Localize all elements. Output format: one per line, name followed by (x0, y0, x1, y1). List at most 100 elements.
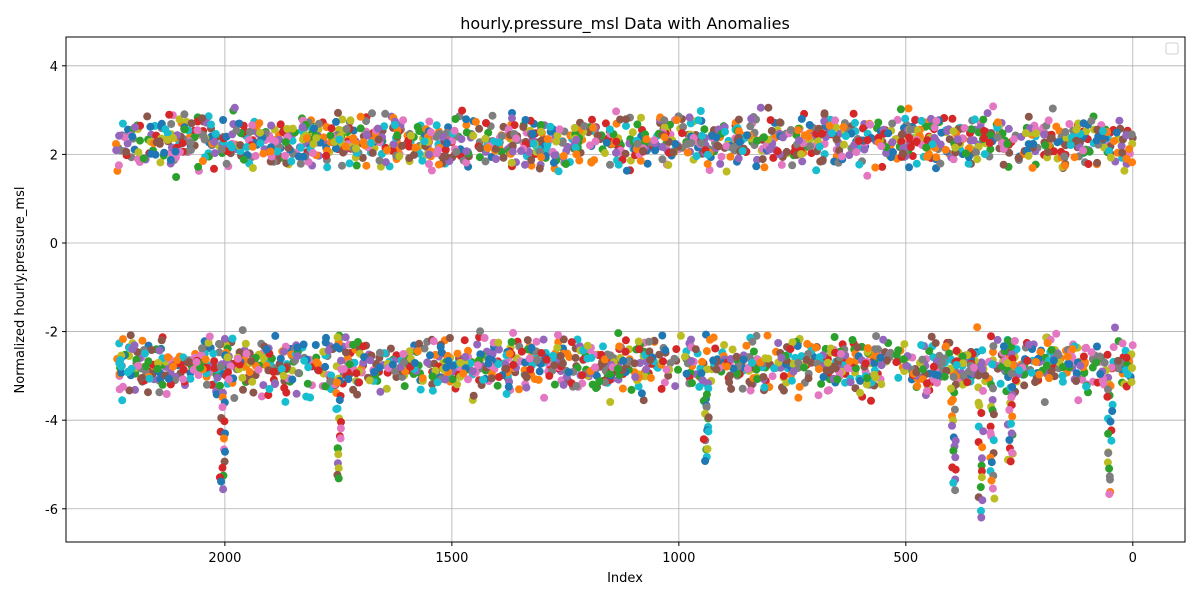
data-point (912, 137, 921, 146)
data-point (213, 373, 222, 382)
data-point (917, 341, 926, 350)
data-point (871, 373, 880, 382)
data-point (1054, 351, 1063, 359)
data-point (830, 333, 839, 341)
data-point (1103, 350, 1112, 359)
data-point (530, 375, 539, 384)
data-point (451, 115, 460, 123)
data-point (194, 162, 203, 171)
data-point (738, 384, 747, 393)
data-point (1043, 339, 1052, 347)
data-point (314, 366, 323, 375)
data-point (778, 133, 787, 142)
data-point (1009, 135, 1018, 144)
data-point (820, 117, 829, 126)
data-point (571, 143, 580, 152)
data-point (444, 356, 453, 365)
data-point (156, 158, 165, 167)
data-point (1112, 128, 1121, 137)
data-point (993, 118, 1002, 127)
data-point (660, 133, 669, 142)
data-point (753, 375, 762, 384)
data-point (564, 368, 573, 377)
data-point (739, 355, 748, 364)
data-point (988, 396, 997, 404)
data-point (743, 365, 752, 373)
data-point (332, 405, 341, 414)
data-point (147, 346, 156, 354)
data-point (704, 427, 713, 436)
data-point (205, 332, 214, 341)
data-point (775, 118, 784, 127)
data-point (549, 351, 557, 360)
data-point (815, 142, 824, 151)
data-point (164, 374, 173, 383)
data-point (461, 352, 470, 361)
data-point (871, 163, 880, 172)
data-point (795, 136, 804, 145)
data-point (405, 142, 413, 151)
data-point (912, 159, 921, 168)
data-point (400, 358, 408, 367)
data-point (863, 136, 872, 145)
data-point (917, 116, 926, 125)
data-point (952, 346, 961, 355)
data-point (309, 140, 318, 149)
data-point (277, 365, 286, 373)
data-point (411, 143, 420, 152)
data-point (794, 393, 803, 402)
data-point (287, 157, 296, 166)
data-point (798, 157, 807, 166)
x-tick-label: 500 (893, 551, 918, 566)
data-point (187, 119, 196, 128)
data-point (152, 138, 161, 147)
data-point (639, 396, 648, 405)
data-point (832, 135, 841, 144)
data-point (276, 120, 285, 129)
data-point (198, 114, 207, 123)
data-point (543, 135, 552, 144)
data-point (193, 126, 202, 135)
data-point (814, 365, 823, 373)
data-point (165, 110, 174, 119)
data-point (549, 158, 558, 167)
data-point (840, 140, 848, 149)
data-point (990, 494, 999, 503)
data-point (692, 152, 701, 161)
data-point (905, 133, 914, 142)
data-point (697, 369, 706, 378)
data-point (590, 156, 599, 165)
data-point (1100, 358, 1109, 367)
data-point (841, 132, 850, 141)
data-point (119, 382, 127, 391)
data-point (1070, 153, 1079, 162)
data-point (567, 338, 576, 347)
data-point (488, 111, 497, 120)
data-point (215, 339, 223, 348)
data-point (458, 106, 467, 115)
data-point (535, 164, 544, 173)
data-point (674, 365, 682, 374)
data-point (462, 121, 471, 130)
data-point (879, 335, 888, 344)
data-point (210, 357, 219, 366)
data-point (949, 478, 958, 487)
data-point (223, 353, 232, 362)
y-tick-label: 0 (50, 237, 58, 252)
data-point (1028, 163, 1037, 172)
data-point (825, 386, 833, 395)
data-point (468, 367, 477, 376)
data-point (462, 147, 471, 156)
data-point (923, 386, 931, 395)
data-point (334, 444, 342, 453)
data-point (117, 362, 126, 371)
data-point (986, 422, 995, 431)
data-point (334, 474, 343, 483)
data-point (546, 122, 555, 131)
data-point (949, 155, 958, 164)
data-point (535, 367, 544, 376)
data-point (337, 418, 345, 427)
data-point (1041, 141, 1050, 150)
data-point (612, 137, 621, 146)
data-point (1047, 346, 1056, 354)
